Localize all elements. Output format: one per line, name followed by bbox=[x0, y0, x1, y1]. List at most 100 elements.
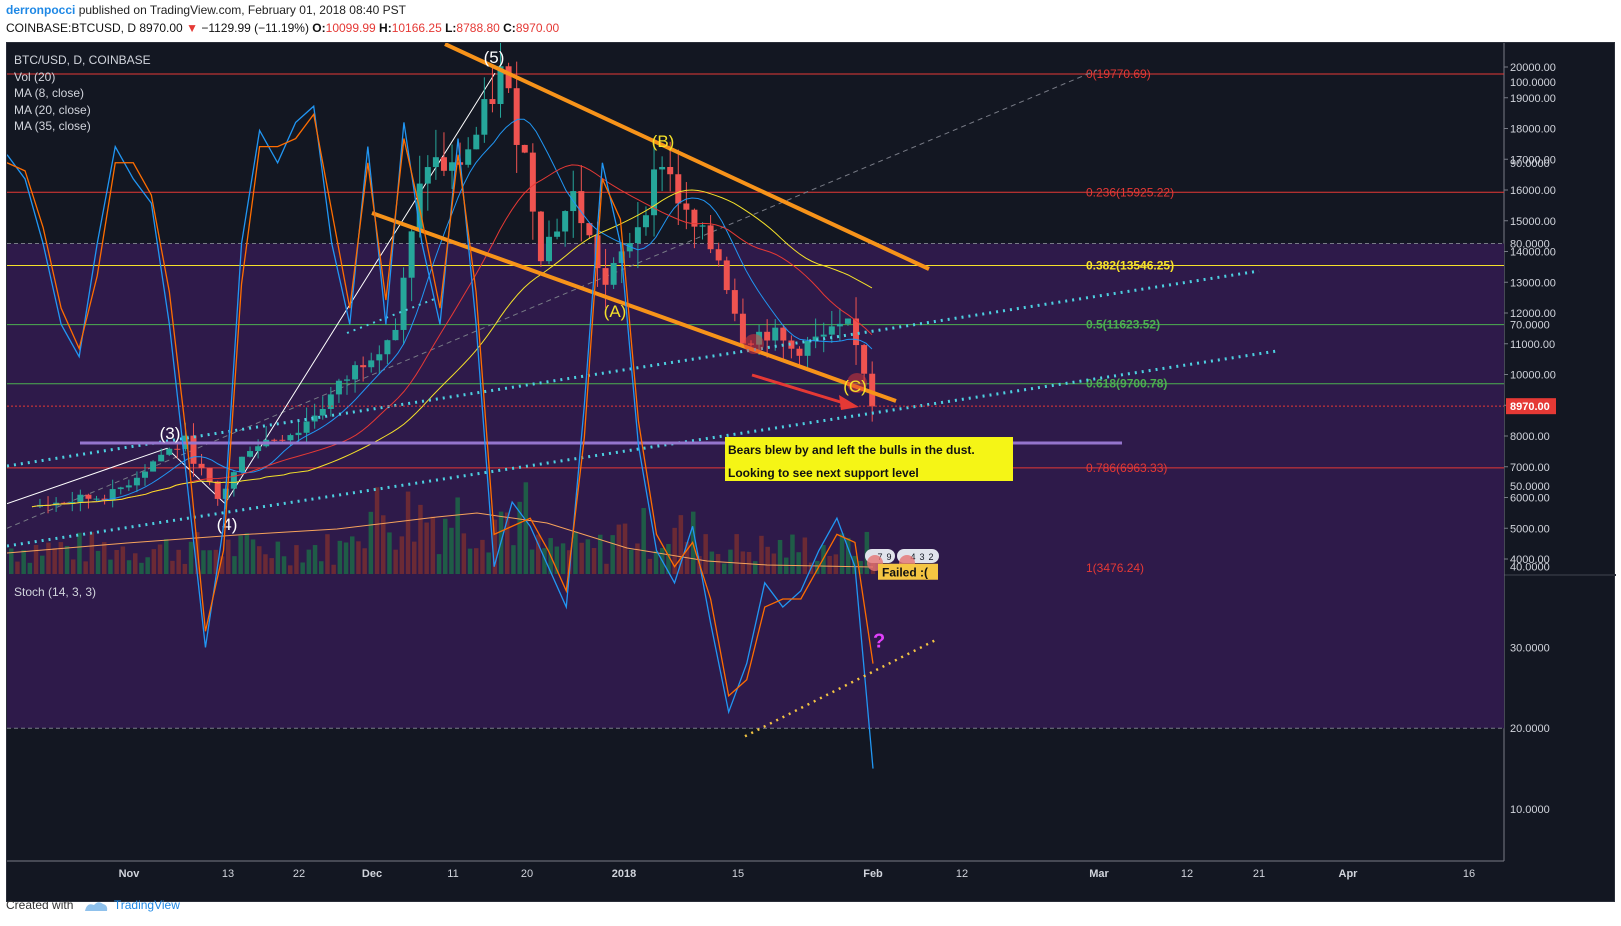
time-tick-label: Apr bbox=[1339, 868, 1359, 880]
volume-bar bbox=[226, 539, 231, 574]
volume-bar bbox=[573, 531, 578, 574]
candle-body bbox=[796, 348, 803, 356]
price-tick-label: 12000.00 bbox=[1510, 308, 1556, 320]
arrow-head-icon bbox=[839, 395, 859, 410]
candle-body bbox=[626, 243, 633, 252]
candle-body bbox=[505, 66, 512, 89]
stoch-legend[interactable]: Stoch (14, 3, 3) bbox=[14, 585, 97, 599]
author-link[interactable]: derronpocci bbox=[6, 3, 76, 17]
fib-level-label: 0.236(15925.22) bbox=[1086, 185, 1174, 199]
price-tick-label: 7000.00 bbox=[1510, 462, 1550, 474]
candle-body bbox=[85, 494, 92, 499]
volume-bar bbox=[58, 542, 64, 574]
fib-level-label: 0(19770.69) bbox=[1086, 67, 1151, 81]
candle-body bbox=[667, 166, 674, 175]
volume-bar bbox=[77, 532, 82, 574]
volume-bar bbox=[709, 551, 715, 574]
volume-bar bbox=[207, 550, 212, 574]
annotation-box bbox=[725, 437, 1013, 481]
volume-bar bbox=[108, 559, 113, 574]
volume-bar bbox=[604, 563, 609, 574]
volume-bar bbox=[610, 535, 615, 574]
volume-bar bbox=[312, 545, 318, 574]
candle-body bbox=[117, 487, 124, 490]
time-tick-label: 21 bbox=[1253, 868, 1265, 880]
volume-bar bbox=[449, 527, 454, 574]
volume-bar bbox=[405, 491, 411, 574]
chart-svg[interactable]: 20000.00 19000.00 18000.00 17000.00 16000.00… bbox=[7, 43, 1616, 903]
volume-bar bbox=[753, 561, 758, 574]
volume-bar bbox=[759, 535, 764, 574]
candle-body bbox=[853, 318, 860, 346]
ohlc-value: 8788.80 bbox=[456, 21, 504, 35]
volume-bar bbox=[393, 549, 398, 574]
candle-body bbox=[247, 451, 254, 457]
volume-bar bbox=[418, 504, 423, 574]
fib-level-label: 0.5(11623.52) bbox=[1086, 318, 1160, 332]
volume-bar bbox=[616, 524, 622, 574]
fib-level-label: 1(3476.24) bbox=[1086, 561, 1144, 575]
candle-body bbox=[554, 231, 561, 237]
volume-bar bbox=[288, 565, 293, 574]
time-tick-label: 16 bbox=[1463, 868, 1475, 880]
volume-bar bbox=[560, 543, 566, 574]
ohlc-values: O:10099.99 H:10166.25 L:8788.80 C:8970.0… bbox=[312, 21, 559, 35]
candle-body bbox=[562, 211, 569, 232]
volume-bar bbox=[517, 501, 522, 574]
candle-body bbox=[238, 456, 245, 473]
legend-item-vol[interactable]: Vol (20) bbox=[14, 69, 56, 84]
candle-body bbox=[537, 211, 544, 262]
event-badge-count: 9 bbox=[886, 552, 891, 562]
candle-body bbox=[141, 471, 148, 478]
candle-body bbox=[133, 477, 140, 486]
volume-bar bbox=[542, 548, 547, 574]
volume-bar bbox=[114, 550, 119, 574]
candle-body bbox=[311, 415, 318, 422]
stoch-tick-label: 70.0000 bbox=[1510, 319, 1550, 331]
candle-body bbox=[400, 277, 407, 330]
candle-body bbox=[651, 169, 658, 216]
candle-body bbox=[691, 209, 698, 227]
volume-bar bbox=[629, 549, 634, 574]
candle-body bbox=[861, 345, 868, 374]
candle-body bbox=[449, 162, 456, 171]
ohlc-key: H: bbox=[379, 21, 392, 35]
candle-body bbox=[190, 435, 197, 464]
volume-bar bbox=[325, 534, 330, 574]
legend-item-ma20[interactable]: MA (20, close) bbox=[14, 102, 91, 117]
stoch-tick-label: 80.0000 bbox=[1510, 239, 1550, 251]
volume-bar bbox=[511, 545, 516, 574]
volume-bar bbox=[790, 534, 795, 574]
price-tick-label: 8000.00 bbox=[1510, 431, 1550, 443]
time-tick-label: 12 bbox=[956, 868, 968, 880]
volume-bar bbox=[350, 536, 355, 574]
legend-title[interactable]: BTC/USD, D, COINBASE bbox=[14, 53, 151, 67]
price-tick-label: 11000.00 bbox=[1510, 339, 1555, 351]
volume-bar bbox=[846, 537, 851, 574]
ohlc-value: 10166.25 bbox=[391, 21, 446, 35]
volume-bar bbox=[529, 549, 535, 574]
price-tick-label: 17000.00 bbox=[1510, 154, 1556, 166]
candle-body bbox=[327, 394, 334, 409]
candle-body bbox=[731, 290, 738, 314]
fib-level-label: 0.786(6963.33) bbox=[1086, 461, 1167, 475]
stoch-support-line bbox=[744, 638, 938, 738]
volume-bar bbox=[722, 563, 727, 574]
question-mark: ? bbox=[873, 630, 885, 652]
candle-body bbox=[408, 231, 415, 278]
volume-bar bbox=[188, 541, 194, 574]
legend-item-ma8[interactable]: MA (8, close) bbox=[14, 86, 85, 100]
volume-bar bbox=[46, 542, 51, 574]
legend-item-ma35[interactable]: MA (35, close) bbox=[14, 119, 91, 133]
volume-bar bbox=[52, 548, 57, 574]
price-tick-label: 6000.00 bbox=[1510, 493, 1550, 505]
arrow-line bbox=[751, 373, 848, 406]
volume-bar bbox=[157, 544, 163, 574]
candle-body bbox=[440, 157, 447, 171]
chart-area[interactable]: 20000.00 19000.00 18000.00 17000.00 16000.00… bbox=[6, 42, 1616, 903]
candle-body bbox=[93, 498, 100, 500]
volume-bar bbox=[622, 523, 628, 574]
tradingview-link[interactable]: TradingView bbox=[113, 898, 180, 912]
candle-body bbox=[368, 360, 375, 368]
candle-body bbox=[432, 157, 439, 168]
